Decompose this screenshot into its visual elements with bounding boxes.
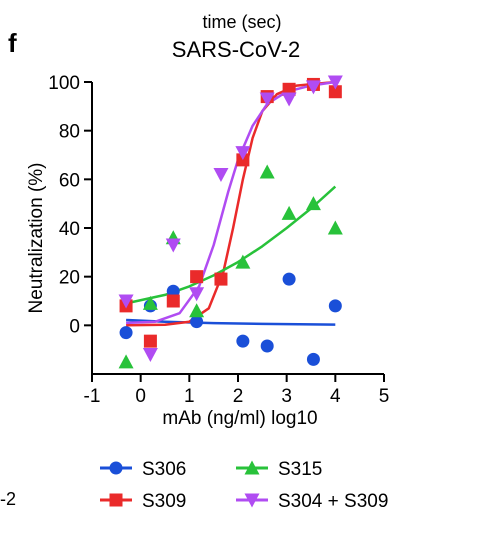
data-point-s315 [281, 205, 297, 220]
y-tick-label: 0 [69, 316, 80, 337]
data-point-s315 [305, 196, 321, 211]
y-tick-label: 40 [59, 219, 80, 240]
data-point-s309 [190, 270, 204, 284]
legend-label-s315: S315 [278, 459, 322, 480]
y-tick-label: 20 [59, 268, 80, 289]
data-point-s304-s309 [118, 294, 134, 309]
x-tick-label: 2 [233, 386, 244, 407]
data-point-s306 [306, 352, 320, 366]
data-point-s315 [235, 254, 251, 269]
data-point-s306 [282, 272, 296, 286]
panel-letter: f [8, 28, 17, 58]
data-point-s306 [328, 299, 342, 313]
x-tick-label: 4 [330, 386, 341, 407]
data-point-s315 [327, 220, 343, 235]
x-tick-label: -1 [84, 386, 101, 407]
legend-label-s304-s309: S304 + S309 [278, 491, 388, 512]
clipped-caption: time (sec) [202, 12, 281, 32]
x-axis-label: mAb (ng/ml) log10 [162, 408, 317, 429]
data-point-s304-s309 [213, 167, 229, 182]
y-axis-label: Neutralization (%) [26, 163, 47, 314]
data-point-s304-s309 [281, 92, 297, 107]
legend-marker-s304-s309 [244, 493, 260, 508]
y-tick-label: 60 [59, 170, 80, 191]
data-point-s304-s309 [189, 287, 205, 302]
data-point-s315 [259, 164, 275, 179]
data-point-s304-s309 [327, 75, 343, 90]
y-tick-label: 80 [59, 122, 80, 143]
legend-marker-s309 [109, 493, 123, 507]
data-point-s309 [143, 334, 157, 348]
data-point-s306 [236, 334, 250, 348]
data-point-s306 [260, 339, 274, 353]
plot-area: 0 20 40 60 80 100 -1 0 1 2 3 4 5 [48, 73, 389, 407]
legend: S306 S315 S309 S304 + S309 [100, 459, 388, 512]
legend-marker-s315 [244, 460, 260, 475]
x-tick-label: 3 [281, 386, 292, 407]
data-point-s315 [189, 303, 205, 318]
data-point-s315 [118, 354, 134, 369]
data-point-s304-s309 [235, 146, 251, 161]
x-tick-label: 0 [135, 386, 146, 407]
fit-curve-s304-s309 [126, 80, 336, 325]
fit-curve-s309 [126, 80, 336, 327]
legend-label-s306: S306 [142, 459, 186, 480]
legend-marker-s306 [109, 461, 123, 475]
fit-curve-s315 [125, 185, 337, 305]
data-point-s309 [328, 85, 342, 99]
x-tick-label: 1 [184, 386, 195, 407]
y-tick-label: 100 [48, 73, 80, 94]
data-point-s309 [166, 294, 180, 308]
data-point-s309 [214, 272, 228, 286]
data-point-s306 [190, 315, 204, 329]
left-edge-fragment: -2 [0, 489, 16, 509]
legend-label-s309: S309 [142, 491, 186, 512]
data-point-s304-s309 [259, 92, 275, 107]
data-point-s306 [119, 326, 133, 340]
chart-title: SARS-CoV-2 [172, 37, 300, 62]
data-point-s315 [142, 295, 158, 310]
data-point-s304-s309 [165, 238, 181, 253]
x-tick-label: 5 [379, 386, 390, 407]
data-point-s304-s309 [305, 80, 321, 95]
data-point-s304-s309 [142, 348, 158, 363]
